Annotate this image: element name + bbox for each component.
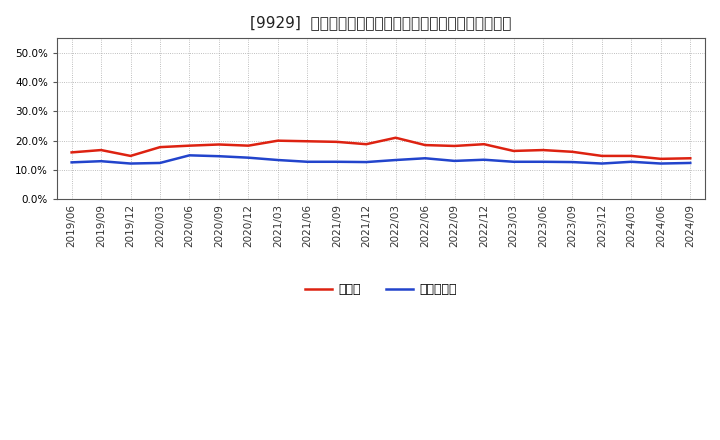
現預金 xyxy=(333,139,341,144)
現預金 xyxy=(539,147,547,153)
有利子負債 xyxy=(215,154,223,159)
現預金 xyxy=(67,150,76,155)
Title: [9929]  現預金、有利子負債の総資産に対する比率の推移: [9929] 現預金、有利子負債の総資産に対する比率の推移 xyxy=(251,15,512,30)
現預金 xyxy=(392,135,400,140)
現預金 xyxy=(509,148,518,154)
現預金 xyxy=(627,153,636,158)
現預金 xyxy=(362,142,371,147)
現預金 xyxy=(96,147,105,153)
現預金 xyxy=(657,156,665,161)
有利子負債 xyxy=(185,153,194,158)
現預金 xyxy=(215,142,223,147)
有利子負債 xyxy=(126,161,135,166)
有利子負債 xyxy=(244,155,253,160)
現預金 xyxy=(450,143,459,149)
有利子負債 xyxy=(362,159,371,165)
有利子負債 xyxy=(450,158,459,164)
現預金 xyxy=(274,138,282,143)
有利子負債 xyxy=(509,159,518,165)
有利子負債 xyxy=(539,159,547,165)
有利子負債 xyxy=(392,158,400,163)
有利子負債 xyxy=(568,159,577,165)
現預金 xyxy=(480,142,488,147)
現預金 xyxy=(303,139,312,144)
Legend: 現預金, 有利子負債: 現預金, 有利子負債 xyxy=(300,278,462,301)
Line: 現預金: 現預金 xyxy=(71,138,690,159)
有利子負債 xyxy=(67,160,76,165)
現預金 xyxy=(686,156,695,161)
Line: 有利子負債: 有利子負債 xyxy=(71,155,690,164)
現預金 xyxy=(420,143,429,148)
有利子負債 xyxy=(657,161,665,166)
有利子負債 xyxy=(303,159,312,165)
現預金 xyxy=(126,153,135,158)
現預金 xyxy=(244,143,253,148)
有利子負債 xyxy=(156,160,164,165)
有利子負債 xyxy=(96,158,105,164)
有利子負債 xyxy=(686,160,695,165)
有利子負債 xyxy=(627,159,636,165)
有利子負債 xyxy=(333,159,341,165)
有利子負債 xyxy=(274,158,282,163)
現預金 xyxy=(568,149,577,154)
有利子負債 xyxy=(480,157,488,162)
現預金 xyxy=(598,153,606,158)
現預金 xyxy=(185,143,194,148)
有利子負債 xyxy=(420,156,429,161)
有利子負債 xyxy=(598,161,606,166)
現預金 xyxy=(156,144,164,150)
